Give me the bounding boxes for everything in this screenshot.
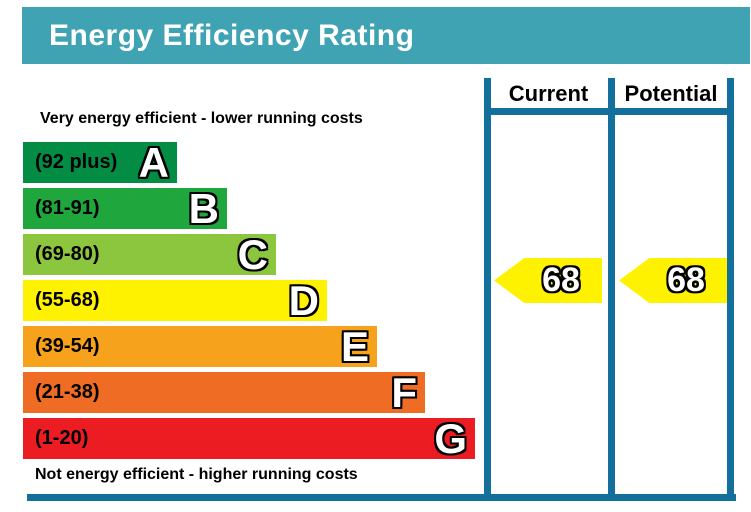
band-b: (81-91) B — [23, 185, 227, 232]
not-efficient-label: Not energy efficient - higher running co… — [35, 466, 358, 483]
band-g-letter: G — [434, 415, 467, 462]
current-column-header: Current — [508, 81, 589, 106]
band-a-range: (92 plus) — [35, 151, 118, 173]
column-divider — [608, 78, 615, 501]
title-bar: Energy Efficiency Rating — [22, 7, 750, 64]
band-e-range: (39-54) — [35, 335, 100, 357]
band-c: (69-80) C — [23, 231, 276, 278]
band-d-letter: D — [288, 277, 319, 324]
rating-bands: (92 plus) A (81-91) B (69-80) C (55-68) … — [23, 142, 475, 464]
band-e-letter: E — [340, 323, 369, 370]
potential-column-header: Potential — [624, 81, 718, 106]
current-rating-arrow: 68 — [494, 258, 602, 303]
column-header-rule — [484, 108, 734, 115]
chart-bottom-rule — [27, 494, 736, 501]
band-a: (92 plus) A — [23, 139, 177, 186]
very-efficient-label: Very energy efficient - lower running co… — [40, 110, 363, 127]
band-f-range: (21-38) — [35, 381, 100, 403]
band-c-range: (69-80) — [35, 243, 100, 265]
band-a-letter: A — [138, 139, 169, 186]
potential-rating-value: 68 — [667, 261, 705, 299]
band-f-letter: F — [391, 369, 417, 416]
potential-rating-arrow: 68 — [619, 258, 727, 303]
current-rating-value: 68 — [542, 261, 580, 299]
band-d: (55-68) D — [23, 277, 327, 324]
band-b-range: (81-91) — [35, 197, 100, 219]
band-e: (39-54) E — [23, 323, 377, 370]
band-g-range: (1-20) — [35, 427, 89, 449]
band-g: (1-20) G — [23, 415, 475, 462]
page-title: Energy Efficiency Rating — [49, 18, 415, 52]
potential-column-right-border — [727, 78, 734, 501]
band-b-letter: B — [188, 185, 219, 232]
band-f: (21-38) F — [23, 369, 425, 416]
current-column-left-border — [484, 78, 491, 501]
band-c-letter: C — [237, 231, 268, 278]
band-d-range: (55-68) — [35, 289, 100, 311]
